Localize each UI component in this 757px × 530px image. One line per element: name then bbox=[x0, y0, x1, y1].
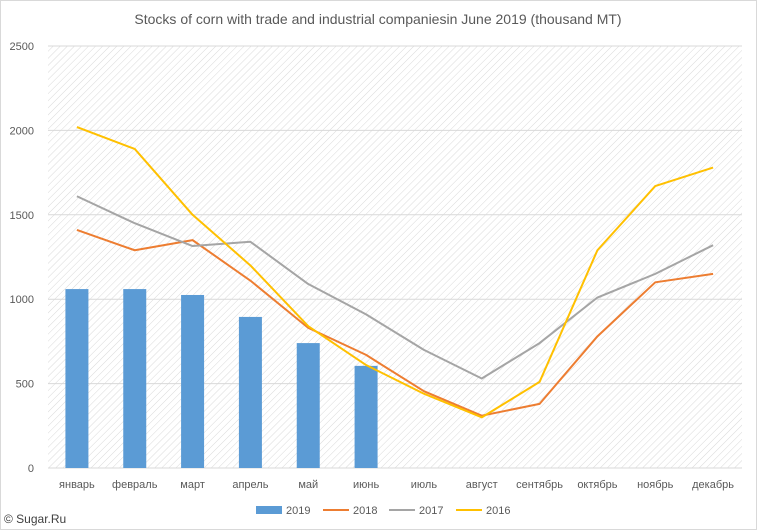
bar-2019 bbox=[354, 365, 378, 468]
source-label: © Sugar.Ru bbox=[4, 512, 66, 526]
y-tick-label: 0 bbox=[28, 463, 34, 475]
y-tick-label: 1000 bbox=[10, 294, 34, 306]
bar-2019 bbox=[238, 316, 262, 468]
plot-area bbox=[48, 46, 742, 468]
x-tick-label: январь bbox=[59, 479, 95, 491]
legend-label-2018: 2018 bbox=[353, 505, 377, 517]
legend-label-2016: 2016 bbox=[486, 505, 510, 517]
legend-label-2017: 2017 bbox=[419, 505, 443, 517]
bar-series bbox=[65, 289, 378, 468]
y-tick-label: 2000 bbox=[10, 125, 34, 137]
legend: 2019 2018 2017 2016 bbox=[256, 505, 510, 517]
x-tick-label: апрель bbox=[232, 479, 268, 491]
x-tick-label: май bbox=[298, 479, 318, 491]
x-tick-label: ноябрь bbox=[637, 479, 674, 491]
y-tick-label: 500 bbox=[16, 379, 34, 391]
x-axis-ticks: январь февраль март апрель май июнь июль август… bbox=[59, 479, 734, 491]
line-series bbox=[76, 126, 714, 419]
x-tick-label: февраль bbox=[112, 479, 158, 491]
series-line-2016 bbox=[76, 126, 714, 419]
x-tick-label: август bbox=[466, 479, 498, 491]
y-tick-label: 2500 bbox=[10, 41, 34, 53]
x-tick-label: июнь bbox=[353, 479, 379, 491]
x-tick-label: декабрь bbox=[692, 479, 734, 491]
x-tick-label: июль bbox=[411, 479, 438, 491]
series-line-2017 bbox=[76, 195, 714, 380]
bar-2019 bbox=[123, 289, 147, 468]
x-tick-label: сентябрь bbox=[516, 479, 563, 491]
x-tick-label: март bbox=[180, 479, 205, 491]
x-tick-label: октябрь bbox=[577, 479, 617, 491]
bar-2019 bbox=[181, 294, 205, 468]
y-tick-label: 1500 bbox=[10, 210, 34, 222]
y-axis-ticks: 0 500 1000 1500 2000 2500 bbox=[10, 41, 34, 475]
legend-swatch-2019 bbox=[256, 506, 282, 514]
legend-label-2019: 2019 bbox=[286, 505, 310, 517]
grid-layer bbox=[48, 45, 742, 469]
chart-title: Stocks of corn with trade and industrial… bbox=[134, 11, 621, 27]
bar-2019 bbox=[296, 343, 320, 468]
bar-2019 bbox=[65, 289, 89, 468]
